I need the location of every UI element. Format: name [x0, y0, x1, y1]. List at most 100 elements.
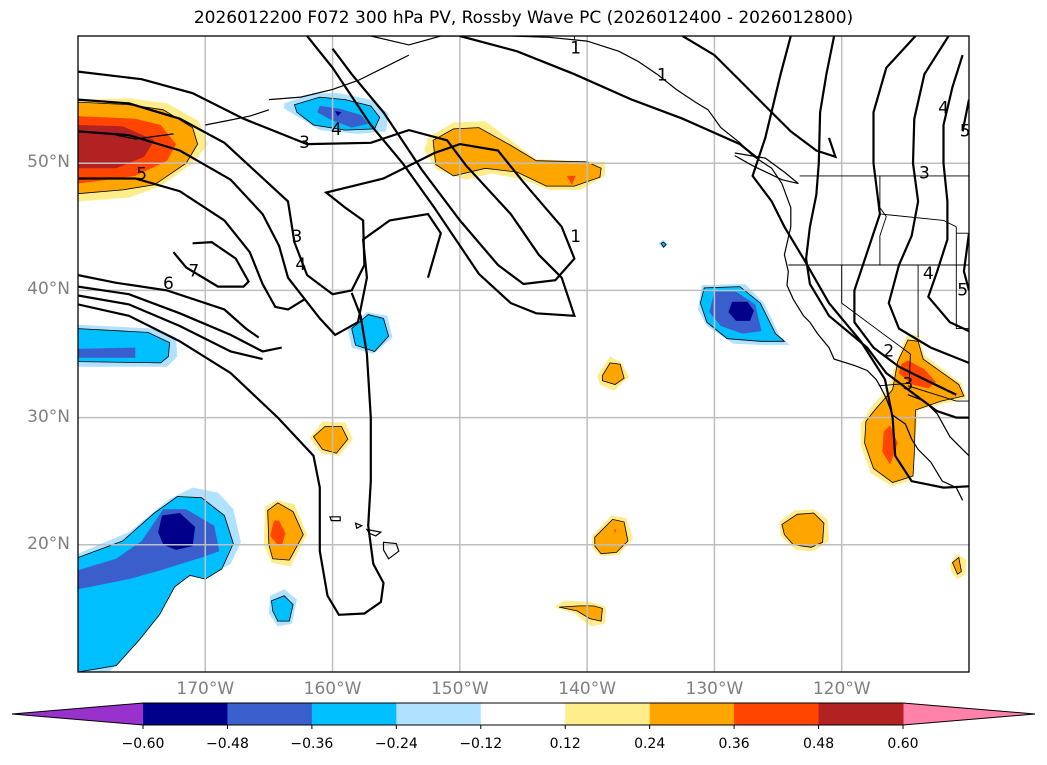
colorbar-tick-label: −0.60 [121, 736, 165, 752]
anomaly-east-subtropic-positive [779, 509, 829, 552]
contour-label: 5 [957, 280, 968, 300]
contour-label: 1 [570, 227, 581, 247]
contour-label: 3 [299, 133, 310, 153]
lon-tick-label: 130°W [685, 679, 744, 699]
coastline [116, 133, 174, 140]
lon-tick-label: 170°W [176, 679, 235, 699]
pv-contour-line [804, 36, 969, 419]
colorbar-tick-label: −0.24 [374, 736, 418, 752]
colorbar-tick-label: 0.60 [887, 736, 919, 752]
anomaly-gulf-of-alaska-positive [424, 121, 605, 190]
colorbar-tick-label: 0.12 [549, 736, 581, 752]
contour-label: 5 [136, 165, 147, 185]
pv-contour-line [927, 54, 969, 333]
anomaly-dateline-negative-35n [78, 324, 178, 367]
anomaly-shade [267, 502, 304, 561]
anomaly-shade [613, 529, 617, 534]
anomaly-shade [158, 513, 196, 550]
contour-label: 1 [657, 65, 668, 85]
lon-tick-label: 160°W [303, 679, 362, 699]
political-border [879, 175, 887, 265]
island-hawaii [354, 522, 364, 530]
lat-tick-label: 20°N [27, 533, 70, 554]
anomaly-small-positive-15n [554, 600, 607, 627]
pv-contour-line [751, 36, 969, 489]
pv-contour-line [459, 36, 760, 161]
contour-label: 7 [188, 261, 199, 281]
pv-contour-line [961, 99, 969, 132]
anomaly-california-offshore-negative [697, 284, 790, 346]
anomaly-shade [317, 106, 369, 128]
colorbar-tick-label: 0.36 [718, 736, 750, 752]
anomaly-shade [432, 127, 602, 187]
anomaly-west-subtropic-negative [78, 487, 241, 672]
colorbar-tick-label: −0.48 [205, 736, 249, 752]
pv-contour-line [78, 294, 263, 361]
colorbar-under-arrow [12, 703, 143, 725]
pv-contour-line [853, 36, 957, 396]
contour-label: 6 [163, 274, 174, 294]
anomaly-mexico-tiny-positive [949, 553, 967, 580]
colorbar-bin [227, 703, 313, 725]
anomaly-shade [78, 125, 155, 169]
pv-contour-line [78, 285, 282, 353]
colorbar-tick-label: −0.12 [459, 736, 503, 752]
anomaly-shade [952, 556, 962, 575]
anomaly-small-positive-21n [592, 515, 633, 557]
pv-contour-line [172, 240, 250, 288]
anomaly-small-negative-157w [347, 312, 393, 354]
coastline [781, 183, 964, 501]
gridlines [78, 36, 969, 672]
lat-tick-label: 50°N [27, 152, 70, 173]
colorbar-tick-label: −0.36 [290, 736, 334, 752]
colorbar-bin [311, 703, 397, 725]
contour-label: 5 [960, 121, 971, 141]
contour-label: 4 [295, 255, 306, 275]
contour-label: 4 [331, 120, 342, 140]
political-border [881, 213, 957, 228]
anomaly-shading-layer [78, 93, 967, 672]
political-border [878, 353, 911, 387]
contour-label: 4 [923, 264, 934, 284]
island-hawaii [382, 541, 400, 560]
anomaly-shade [559, 605, 603, 622]
coastline [205, 109, 270, 126]
pv-contour-line [78, 48, 576, 296]
colorbar-bin [480, 703, 566, 725]
pv-contour-line [78, 177, 306, 311]
colorbar-tick-label: 0.24 [634, 736, 666, 752]
colorbar-bin [649, 703, 735, 725]
anomaly-small-negative-15n [268, 589, 297, 627]
contour-label: 2 [883, 341, 894, 361]
contour-label: 3 [292, 227, 303, 247]
pv-contour-line [78, 274, 260, 339]
chart-title: 2026012200 F072 300 hPa PV, Rossby Wave … [193, 8, 854, 28]
pv-contour-line [962, 233, 969, 291]
anomaly-shade [351, 314, 390, 352]
pv-contour-line [887, 36, 969, 364]
pv-contour-line [78, 292, 385, 616]
anomaly-small-positive-33n [597, 356, 630, 391]
anomaly-shade [864, 339, 965, 483]
colorbar-bin [818, 703, 904, 725]
colorbar [11, 702, 1036, 729]
contour-label: 1 [570, 39, 581, 59]
colorbar-tick-label: 0.48 [802, 736, 835, 752]
contour-label: 4 [938, 99, 949, 119]
anomaly-shade [781, 512, 825, 548]
lon-tick-label: 120°W [812, 679, 871, 699]
coastline-layer [116, 36, 969, 560]
anomaly-shade [660, 241, 667, 248]
pv-contour-line [682, 36, 838, 159]
pv-contour-line [78, 36, 576, 318]
anomaly-central-pacific-positive-28n [309, 421, 353, 456]
lon-tick-label: 140°W [558, 679, 617, 699]
map-frame [77, 35, 970, 673]
contour-label: 3 [902, 375, 913, 395]
anomaly-west-aleutian-positive [78, 98, 208, 202]
colorbar-bin [396, 703, 482, 725]
political-border [907, 385, 969, 402]
anomaly-shade [728, 301, 754, 321]
